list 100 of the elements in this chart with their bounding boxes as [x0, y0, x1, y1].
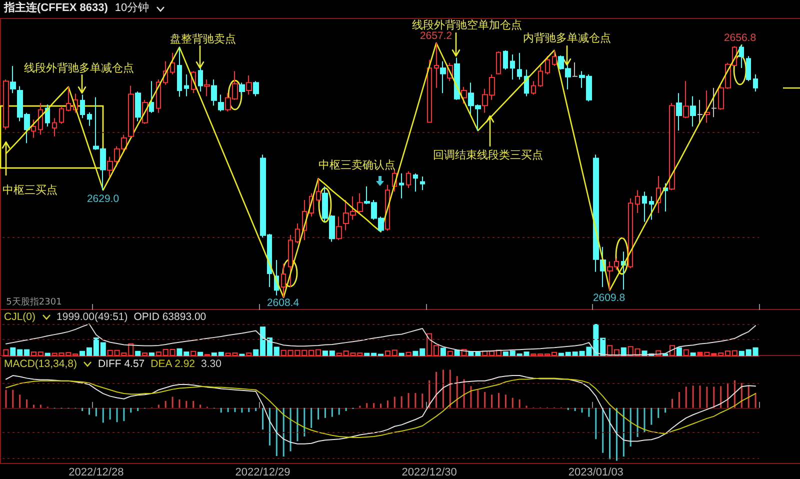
candlestick	[10, 65, 16, 94]
candlestick	[135, 91, 141, 122]
chart-title: 指主连(CFFEX 8633)	[4, 2, 108, 14]
candlestick	[357, 192, 363, 214]
candlestick	[496, 50, 501, 75]
candlestick	[80, 94, 85, 119]
candlestick	[420, 176, 425, 191]
bar	[683, 349, 689, 356]
series-label: DIFF 4.57	[98, 358, 145, 370]
annotation: 线段外背驰多单减仓点	[24, 62, 134, 74]
candlestick	[545, 56, 550, 75]
candlestick	[288, 234, 293, 288]
bar	[142, 352, 148, 356]
candlestick	[704, 90, 710, 124]
candlestick	[66, 86, 71, 112]
candlestick	[642, 191, 647, 222]
bar	[44, 352, 50, 356]
candlestick	[683, 80, 689, 119]
candlestick	[52, 118, 57, 137]
bar	[3, 349, 9, 356]
candlestick	[649, 196, 654, 220]
candlestick	[198, 68, 203, 92]
candlestick	[746, 56, 751, 82]
annotation: 线段外背驰空单加仓点	[412, 18, 522, 32]
candlestick	[399, 172, 404, 199]
candlestick	[635, 190, 640, 214]
candlestick	[211, 79, 217, 106]
candlestick	[669, 102, 675, 191]
candlestick	[246, 74, 252, 96]
candlestick	[753, 74, 758, 92]
annotation: 2629.0	[86, 192, 120, 204]
candlestick	[690, 96, 696, 127]
candlestick	[87, 112, 92, 126]
candlestick	[440, 60, 446, 94]
bar	[676, 347, 682, 356]
candlestick	[38, 102, 43, 136]
candlestick	[336, 216, 342, 241]
annotation: 中枢三卖确认点	[318, 158, 396, 172]
candlestick	[253, 80, 259, 97]
candlestick	[503, 50, 508, 70]
candlestick	[538, 65, 543, 88]
x-tick-label: 2022/12/29	[235, 466, 290, 478]
candlestick	[170, 52, 175, 75]
annotation: 回调结束线段类三买点	[433, 148, 543, 162]
candlestick	[218, 94, 224, 112]
annotation: 2609.8	[592, 292, 626, 304]
x-tick-label: 2022/12/30	[402, 466, 457, 478]
candlestick	[413, 172, 418, 192]
annotation: 2657.2	[420, 30, 452, 42]
bar	[190, 350, 196, 356]
candlestick	[697, 99, 703, 124]
x-tick-label: 2023/01/03	[568, 466, 624, 478]
annotation: 2656.8	[724, 32, 756, 44]
candlestick	[281, 263, 286, 298]
candlestick	[3, 79, 9, 130]
series-label: OPID 63893.00	[134, 311, 206, 323]
candlestick	[711, 87, 717, 118]
text: 1999.00(49:51)	[56, 311, 128, 323]
candlestick	[739, 44, 744, 69]
candlestick	[31, 119, 36, 138]
candlestick	[156, 79, 161, 114]
candlestick	[434, 42, 439, 88]
annotation: 2608.4	[266, 297, 300, 310]
series-label: DEA 2.92	[150, 358, 196, 370]
candlestick	[552, 50, 557, 66]
annotation: 中枢三买点	[2, 184, 58, 196]
x-tick-label: 2022/12/28	[68, 466, 124, 478]
candlestick	[204, 79, 210, 97]
bar	[398, 352, 404, 356]
candlestick	[572, 62, 578, 77]
annotation: 内背驰多单减仓点	[523, 32, 611, 44]
candlestick	[295, 222, 300, 244]
candlestick	[628, 198, 633, 269]
candlestick	[461, 86, 467, 104]
annotation: 3.30	[201, 358, 222, 370]
candlestick	[510, 54, 515, 80]
candlestick	[59, 106, 64, 124]
annotation: 盘整背驰卖点	[170, 32, 236, 46]
candlestick	[45, 104, 50, 127]
bar	[148, 352, 154, 356]
candlestick	[524, 69, 529, 97]
chart-subtitle: 10分钟	[114, 2, 150, 14]
candlestick	[531, 80, 536, 96]
candlestick	[676, 92, 682, 132]
candlestick	[663, 182, 668, 212]
bar	[135, 350, 141, 356]
candlestick	[406, 170, 411, 188]
candlestick	[177, 46, 182, 98]
candlestick	[454, 57, 460, 100]
bar	[690, 352, 696, 356]
candlestick	[517, 52, 522, 80]
annotation: 5天股指2301	[6, 298, 62, 308]
bar	[440, 348, 446, 356]
bar	[447, 350, 453, 356]
chart-title: MACD(13,34,8)	[4, 358, 77, 370]
bar	[246, 352, 252, 356]
bar	[406, 352, 412, 356]
candlestick	[316, 178, 321, 202]
candlestick	[239, 82, 245, 96]
chart-title: CJL(0)	[4, 311, 36, 323]
